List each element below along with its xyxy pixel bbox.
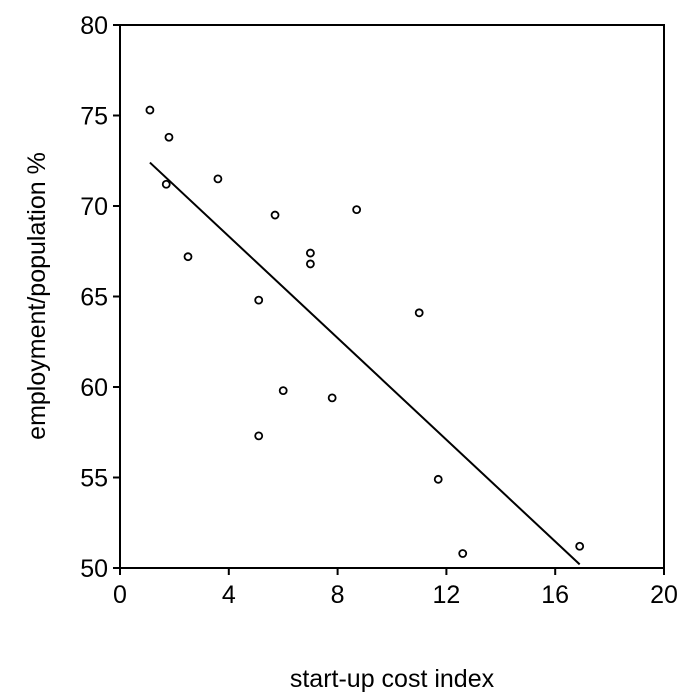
x-tick-label: 8 [331,581,345,609]
x-tick-label: 20 [650,581,678,609]
x-axis-title: start-up cost index [290,665,495,693]
data-point [161,179,171,189]
regression-line [149,161,581,566]
data-point [278,386,288,396]
fit-line-layer [149,161,581,566]
data-point [352,205,362,215]
x-tick-label: 12 [432,581,460,609]
data-point [164,132,174,142]
x-tick-label: 4 [222,581,236,609]
y-tick-label: 55 [80,465,108,493]
y-tick-label: 75 [80,103,108,131]
data-point [213,174,223,184]
data-point [254,431,264,441]
plot-frame [119,24,665,569]
data-point [575,541,585,551]
data-point [305,248,315,258]
y-axis-title: employment/population % [23,152,51,440]
x-tick-label: 0 [113,581,127,609]
y-tick-label: 65 [80,284,108,312]
data-point [270,210,280,220]
data-point [327,393,337,403]
x-axis: 0 4 8 12 16 20 [113,568,678,609]
data-point [305,259,315,269]
y-tick-label: 70 [80,193,108,221]
points-layer [145,105,585,558]
data-point [254,295,264,305]
data-point [183,252,193,262]
x-tick-label: 16 [541,581,569,609]
y-tick-label: 50 [80,555,108,583]
data-point [433,474,443,484]
data-point [414,308,424,318]
y-axis: 50 55 60 65 70 75 80 [80,12,120,583]
data-point [145,105,155,115]
data-point [458,549,468,558]
y-tick-label: 60 [80,374,108,402]
y-tick-label: 80 [80,12,108,40]
